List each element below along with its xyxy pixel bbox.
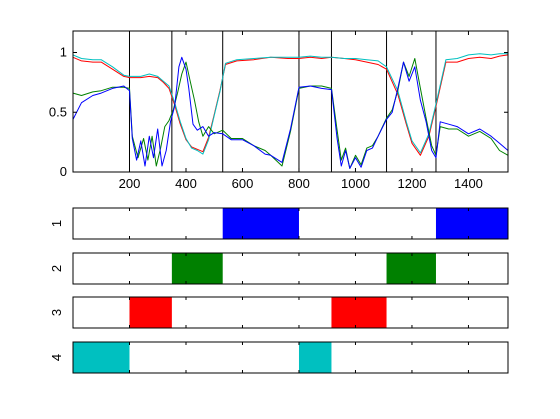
segment-boundaries: [128, 31, 437, 172]
y-tick-label: 1: [60, 45, 67, 60]
band-segment-2: [331, 297, 387, 328]
main-plot-frame: [72, 30, 509, 173]
band-segment-1: [129, 297, 172, 328]
band-panel-3: 3: [49, 296, 509, 329]
y-tick-label: 0.5: [49, 104, 67, 119]
band-label: 3: [49, 309, 64, 316]
band-frame: [72, 296, 509, 329]
x-tick-label: 800: [288, 176, 310, 191]
x-tick-label: 1000: [341, 176, 370, 191]
x-tick-label: 1200: [398, 176, 427, 191]
x-tick-label: 600: [232, 176, 254, 191]
band-segment-2: [435, 208, 508, 239]
x-tick-label: 400: [175, 176, 197, 191]
band-label: 4: [49, 354, 64, 361]
band-frame: [72, 341, 509, 374]
x-axis-ticks: 200 400 600 800 1000 1200 1400: [119, 31, 483, 191]
x-tick-label: 200: [119, 176, 141, 191]
band-segment-1: [171, 253, 223, 284]
y-axis-ticks: 00.51: [49, 45, 508, 179]
series-line-4: [72, 56, 509, 169]
series-line-1: [72, 54, 509, 156]
band-panel-1: 1: [49, 207, 509, 240]
band-panel-4: 4: [49, 341, 509, 374]
band-panel-2: 2: [49, 252, 509, 285]
band-segment-2: [386, 253, 436, 284]
x-tick-label: 1400: [454, 176, 483, 191]
band-label: 2: [49, 265, 64, 272]
band-frame: [72, 252, 509, 285]
series-line-2: [72, 53, 508, 155]
band-segment-2: [298, 342, 332, 373]
y-tick-label: 0: [60, 164, 67, 179]
band-background: [73, 342, 508, 373]
band-background: [73, 253, 508, 284]
band-segment-1: [73, 342, 130, 373]
series-lines: [72, 53, 509, 169]
band-frame: [72, 207, 509, 240]
band-label: 1: [49, 220, 64, 227]
main-line-chart: 200 400 600 800 1000 1200 1400 00.51: [49, 30, 509, 191]
band-segment-1: [222, 208, 299, 239]
